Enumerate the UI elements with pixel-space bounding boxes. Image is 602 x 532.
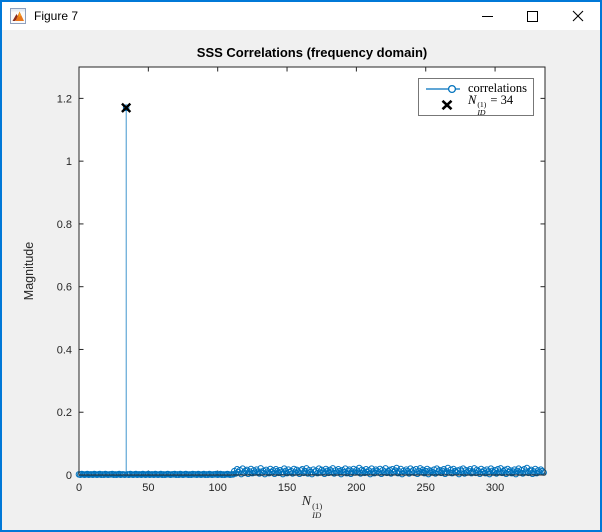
matlab-logo-icon (10, 8, 26, 24)
legend-entry-peak: N (1) ID = 34 (423, 93, 527, 116)
legend-entry-correlations: correlations (423, 81, 527, 96)
window-title: Figure 7 (34, 9, 79, 23)
xlabel-supsub: (1) ID (312, 502, 322, 519)
legend[interactable]: correlations N (1) ID = 34 (418, 78, 535, 116)
legend-peak-subscript: ID (477, 107, 486, 117)
legend-label-correlations: correlations (468, 81, 528, 95)
x-tick-label: 250 (417, 482, 435, 494)
legend-peak-superscript: (1) (477, 100, 487, 109)
peak-x-marker (121, 102, 132, 113)
window-titlebar[interactable]: Figure 7 (2, 2, 600, 30)
x-tick-label: 100 (209, 482, 227, 494)
close-button[interactable] (555, 2, 600, 30)
y-tick-label: 0.4 (57, 344, 72, 356)
stem-marker (122, 104, 130, 112)
stem-marker (411, 469, 418, 477)
plot-title: SSS Correlations (frequency domain) (196, 45, 428, 60)
xlabel-base: N (301, 494, 312, 509)
xlabel-superscript: (1) (312, 500, 323, 511)
x-tick-label: 0 (76, 482, 82, 494)
xlabel-subscript: ID (312, 509, 322, 520)
x-tick-label: 150 (278, 482, 296, 494)
minimize-button[interactable] (465, 2, 510, 30)
legend-peak-value: = 34 (490, 92, 514, 107)
x-tick-label: 200 (347, 482, 365, 494)
axes-box (78, 66, 546, 476)
plot-background (79, 67, 545, 475)
x-axis-label: N (1) ID (232, 494, 392, 519)
line-with-circle-marker-icon (426, 84, 460, 93)
legend-peak-base: N (468, 92, 477, 107)
plot-svg: 0 50 100 150 200 250 300 0 0.2 0.4 0.6 0.8 1 1.2 (57, 66, 547, 494)
minimize-icon (482, 15, 493, 17)
y-tick-label: 0 (66, 470, 72, 482)
x-tick-label: 50 (142, 482, 154, 494)
y-tick-label: 0.6 (57, 282, 72, 294)
y-tick-label: 1 (66, 156, 72, 168)
close-icon (572, 10, 583, 22)
x-tick-label: 300 (486, 482, 504, 494)
legend-peak-supsub: (1) ID (477, 101, 486, 117)
y-tick-label: 0.8 (57, 219, 72, 231)
legend-label-peak: N (1) ID = 34 (468, 93, 513, 117)
maximize-icon (527, 10, 538, 22)
stem-marker (335, 466, 342, 473)
maximize-button[interactable] (510, 2, 555, 30)
window-controls (465, 2, 600, 30)
y-tick-label: 0.2 (57, 407, 72, 419)
figure-canvas: 0 50 100 150 200 250 300 0 0.2 0.4 0.6 0.8 1 1.2 SSS … (2, 30, 600, 530)
y-tick-label: 1.2 (57, 93, 72, 105)
bold-x-marker-icon (441, 99, 453, 110)
y-axis-label: Magnitude (22, 241, 36, 301)
